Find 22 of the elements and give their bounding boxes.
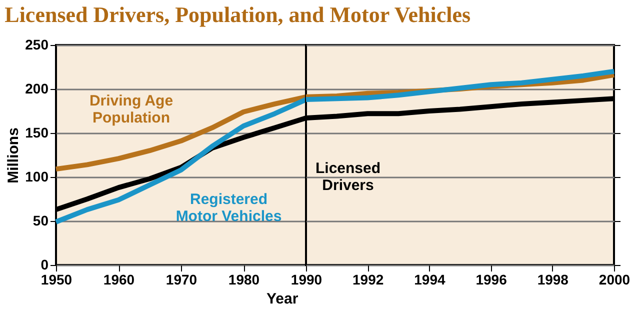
text: Licensed Drivers — [315, 160, 381, 194]
chart-title: Licensed Drivers, Population, and Motor Vehicles — [4, 2, 471, 27]
y-axis-title: Millions — [5, 128, 22, 184]
x-tick-label: 2000 — [598, 272, 630, 288]
x-tick-label: 1950 — [40, 272, 72, 288]
series-label: Registered Motor Vehicles — [176, 190, 282, 225]
y-tick-label: 50 — [32, 212, 49, 228]
x-tick-label: 1996 — [476, 272, 508, 288]
y-tick-label: 250 — [25, 36, 49, 52]
x-tick-label: 1960 — [103, 272, 135, 288]
x-tick-label: 1970 — [166, 272, 198, 288]
x-tick-label: 1980 — [228, 272, 260, 288]
x-axis-title: Year — [266, 290, 298, 308]
y-tick-label: 200 — [25, 80, 49, 96]
y-tick-label: 150 — [25, 124, 49, 140]
series-label: Driving Age Population — [89, 92, 174, 127]
y-tick-label: 0 — [40, 256, 49, 272]
y-tick-label: 100 — [25, 168, 49, 184]
x-tick-label: 1992 — [352, 272, 384, 288]
x-tick-label: 1990 — [290, 272, 322, 288]
x-tick-label: 1998 — [537, 272, 569, 288]
x-tick-label: 1994 — [414, 272, 446, 288]
